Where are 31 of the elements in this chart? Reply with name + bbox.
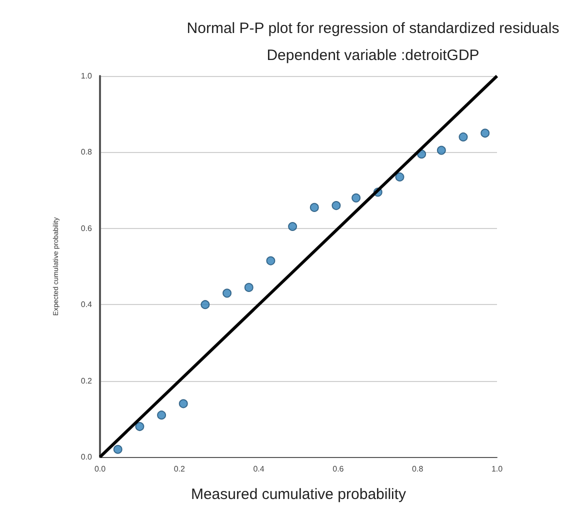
- point: [157, 410, 166, 420]
- point: [480, 128, 490, 138]
- point: [310, 202, 319, 212]
- y-tick-label: 0.8: [80, 148, 93, 157]
- point: [458, 132, 468, 142]
- y-tick-label: 0.2: [80, 376, 93, 386]
- x-axis-title: Measured cumulative probability: [190, 486, 407, 503]
- y-tick-label: 0.0: [80, 452, 93, 462]
- x-tick-label: 0.0: [94, 464, 106, 474]
- point: [436, 146, 446, 155]
- point: [332, 201, 341, 210]
- point: [200, 300, 210, 310]
- y-tick-label: 0.6: [80, 224, 93, 233]
- y-tick-label: 0.4: [80, 300, 93, 310]
- x-tick-label: 0.8: [412, 464, 424, 474]
- point: [266, 256, 276, 266]
- point: [222, 288, 232, 298]
- point: [352, 193, 361, 202]
- point: [178, 399, 188, 408]
- y-tick-label: 1.0: [80, 72, 93, 80]
- x-tick-label: 0.2: [174, 464, 186, 474]
- x-tick-label: 1.0: [491, 464, 504, 474]
- point: [113, 444, 122, 454]
- chart-title: Normal P-P plot for regression of standardized residuals: [186, 20, 560, 37]
- point: [135, 422, 144, 432]
- x-tick-label: 0.4: [253, 464, 265, 474]
- x-tick-label: 0.6: [332, 464, 344, 474]
- point: [395, 172, 404, 182]
- chart-subtitle: Dependent variable :detroitGDP: [266, 47, 480, 64]
- point: [244, 282, 254, 292]
- point: [288, 222, 298, 231]
